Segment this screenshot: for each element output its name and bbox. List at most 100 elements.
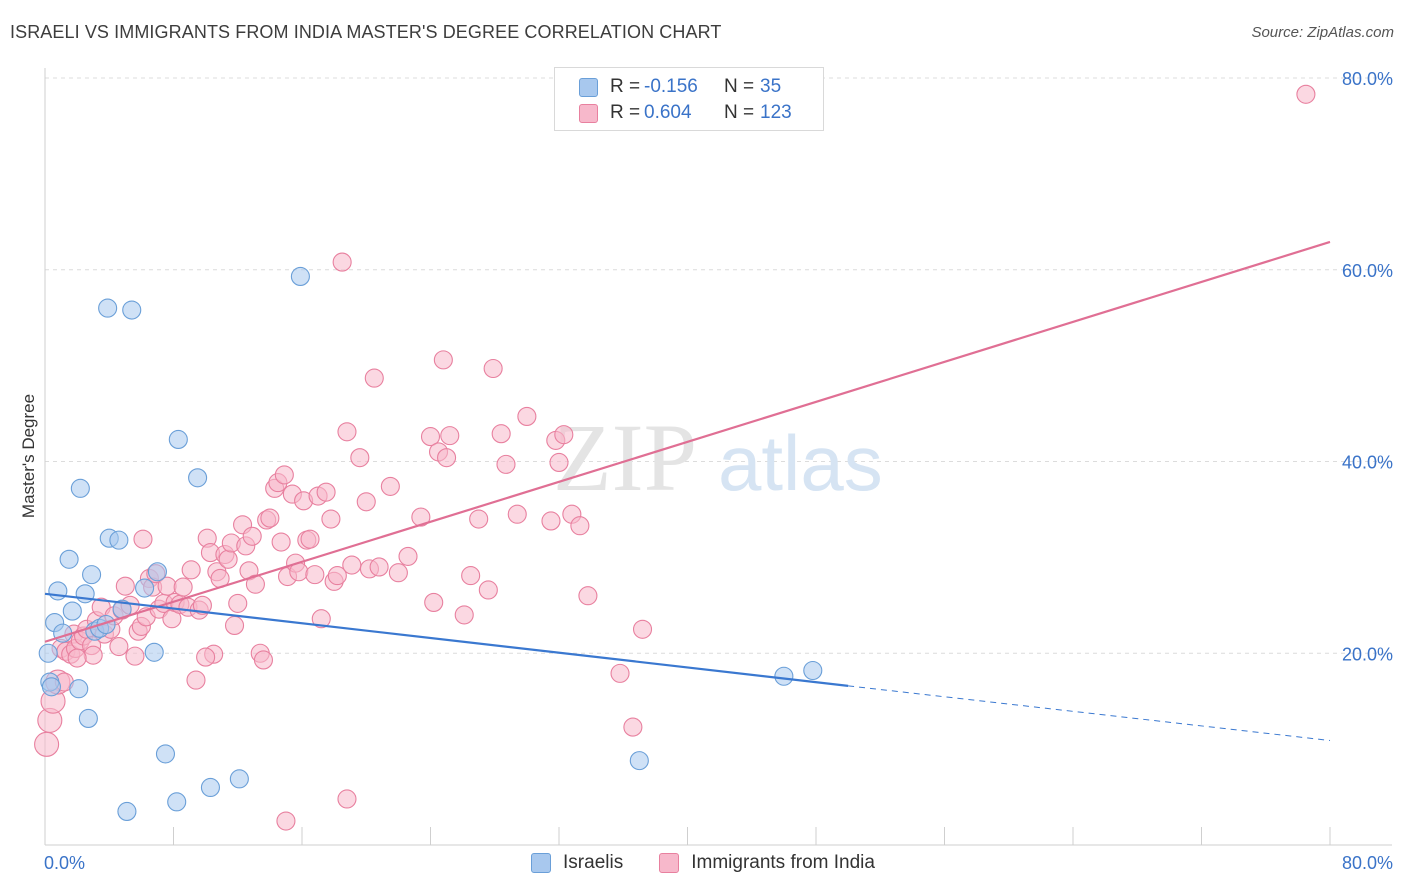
india-point xyxy=(411,507,431,527)
israelis-point xyxy=(82,565,102,585)
india-point xyxy=(133,529,153,549)
india-point xyxy=(115,576,135,596)
israelis-point xyxy=(78,708,98,728)
legend-n-label: N = xyxy=(724,102,755,123)
india-point xyxy=(398,546,418,566)
india-point xyxy=(364,368,384,388)
india-point xyxy=(228,593,248,613)
india-point xyxy=(181,560,201,580)
legend-item-india[interactable]: Immigrants from India xyxy=(659,852,875,874)
india-point xyxy=(420,427,441,447)
india-point xyxy=(433,350,453,370)
india-point xyxy=(242,526,262,546)
israelis-point xyxy=(53,623,73,643)
legend-swatch-israelis xyxy=(579,77,598,97)
india-point xyxy=(1296,84,1316,104)
india-point xyxy=(388,563,408,583)
india-point xyxy=(218,549,238,569)
legend-r-value: 0.604 xyxy=(644,102,692,123)
chart-title: ISRAELI VS IMMIGRANTS FROM INDIA MASTER'… xyxy=(10,22,722,42)
israelis-point xyxy=(629,751,649,771)
india-point xyxy=(541,511,561,531)
india-point xyxy=(496,454,516,474)
india-point xyxy=(196,647,216,667)
india-point xyxy=(478,580,498,600)
legend-row-india: R = 0.604 N = 123 xyxy=(579,101,792,125)
india-point xyxy=(491,424,511,444)
india-point xyxy=(350,448,370,468)
israelis-point xyxy=(188,468,208,488)
india-point xyxy=(337,422,357,442)
india-point xyxy=(578,586,598,606)
y-tick-label: 20.0% xyxy=(1342,644,1393,664)
legend-label-india: Immigrants from India xyxy=(691,852,875,873)
israelis-trend-line xyxy=(44,592,849,687)
israelis-point xyxy=(155,744,176,764)
india-point xyxy=(224,615,245,635)
israelis-point xyxy=(117,801,137,821)
israelis-point xyxy=(167,792,187,812)
israelis-point xyxy=(59,549,79,569)
israelis-point xyxy=(290,266,310,287)
tick-labels: 20.0% 40.0% 60.0% 80.0% 0.0% 80.0% xyxy=(44,69,1393,873)
israelis-point xyxy=(70,478,90,498)
india-point xyxy=(173,577,193,597)
israelis-point xyxy=(135,578,155,598)
india-point xyxy=(437,448,457,468)
series-india-points xyxy=(34,84,1316,831)
india-point xyxy=(623,717,643,737)
israelis-point xyxy=(41,677,61,697)
y-axis-label: Master's Degree xyxy=(19,393,38,519)
israelis-point xyxy=(109,530,129,550)
israelis-point xyxy=(774,666,794,686)
legend-item-israelis[interactable]: Israelis xyxy=(531,852,623,874)
correlation-legend: R = -0.156 N = 35 R = 0.604 N = 123 xyxy=(554,67,824,131)
india-point xyxy=(186,670,206,690)
india-point xyxy=(276,811,296,831)
israelis-point xyxy=(62,601,82,621)
israelis-point xyxy=(122,300,142,320)
series-israelis-points xyxy=(38,266,823,821)
watermark: ZIP atlas xyxy=(553,404,883,511)
israelis-point xyxy=(803,660,823,681)
india-point xyxy=(337,789,357,809)
india-point xyxy=(549,452,569,473)
india-point xyxy=(67,648,87,668)
india-point xyxy=(554,425,574,445)
israelis-point xyxy=(168,429,188,449)
israelis-point xyxy=(38,643,58,663)
legend-n-value: 35 xyxy=(760,76,782,97)
india-point xyxy=(305,565,325,585)
india-point xyxy=(380,476,400,496)
india-point xyxy=(632,619,653,639)
india-point xyxy=(570,516,590,536)
israelis-point xyxy=(69,679,89,699)
trend-lines xyxy=(44,240,1331,741)
india-point xyxy=(83,645,103,665)
india-point xyxy=(469,509,489,529)
india-point xyxy=(507,504,527,524)
legend-n-value: 123 xyxy=(760,102,792,123)
legend-r-label: R = xyxy=(610,102,641,123)
legend-label-israelis: Israelis xyxy=(563,852,624,873)
series-legend: Israelis Immigrants from India xyxy=(0,852,1406,874)
watermark-atlas: atlas xyxy=(718,419,883,507)
legend-swatch-israelis xyxy=(531,853,552,873)
source-label: Source: ZipAtlas.com xyxy=(1251,24,1394,41)
legend-r-value: -0.156 xyxy=(644,76,698,97)
legend-swatch-india xyxy=(659,853,680,873)
y-tick-label: 80.0% xyxy=(1342,69,1393,89)
india-point xyxy=(356,492,376,512)
india-point xyxy=(260,508,280,528)
india-point xyxy=(454,605,474,625)
india-point xyxy=(109,636,129,657)
india-point xyxy=(253,650,274,670)
india-point xyxy=(461,566,481,586)
y-tick-label: 60.0% xyxy=(1342,261,1393,281)
india-point xyxy=(316,482,336,502)
india-trend-line xyxy=(44,240,1331,643)
legend-swatch-india xyxy=(579,103,598,123)
india-point xyxy=(34,731,60,757)
india-point xyxy=(192,595,212,615)
